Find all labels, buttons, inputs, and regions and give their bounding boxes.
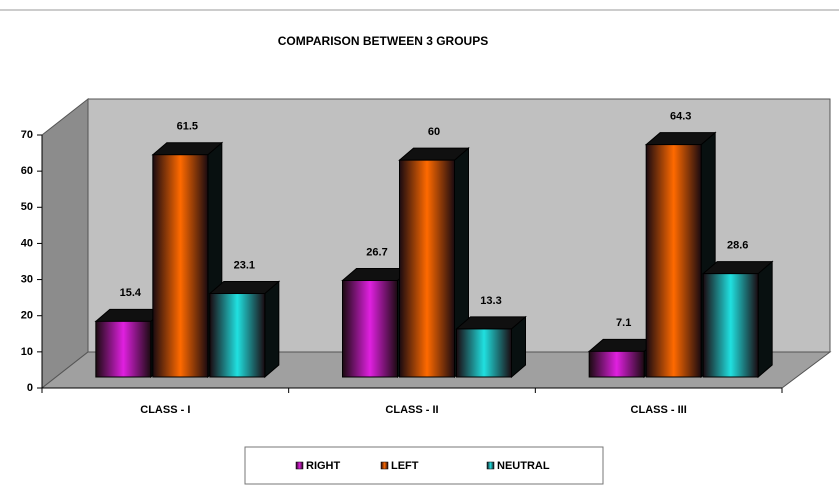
data-label: 64.3: [670, 111, 691, 123]
legend-box: [244, 446, 604, 485]
bar: [208, 280, 281, 379]
data-label: 26.7: [366, 246, 387, 258]
y-tick-label: 0: [27, 382, 33, 394]
legend-swatch: [295, 461, 304, 470]
x-tick-label: CLASS - I: [140, 404, 190, 416]
data-label: 13.3: [480, 295, 501, 307]
y-tick-label: 20: [21, 310, 33, 322]
bar: [398, 147, 470, 379]
data-label: 23.1: [234, 259, 255, 271]
data-label: 15.4: [120, 287, 142, 299]
y-tick-label: 60: [21, 165, 33, 177]
y-tick-label: 30: [21, 273, 33, 285]
bar-front: [399, 159, 455, 378]
y-tick-label: 70: [21, 129, 33, 141]
data-label: 61.5: [177, 121, 198, 133]
y-tick-label: 40: [21, 237, 33, 249]
x-tick-label: CLASS - III: [631, 404, 687, 416]
bar-front: [588, 350, 645, 378]
bar-front: [342, 279, 398, 378]
data-label: 28.6: [727, 240, 748, 252]
legend-swatch: [486, 461, 495, 470]
chart-title: COMPARISON BETWEEN 3 GROUPS: [278, 34, 488, 48]
x-tick-label: CLASS - II: [385, 404, 438, 416]
y-tick-label: 50: [21, 201, 33, 213]
legend-label: NEUTRAL: [497, 460, 550, 472]
bar-front: [456, 328, 512, 378]
bar-side: [757, 260, 773, 379]
bar-front: [702, 273, 759, 378]
bar: [701, 260, 774, 379]
side-wall: [41, 97, 89, 390]
bar-front: [152, 154, 209, 378]
bar-front: [209, 293, 266, 378]
bar: [455, 315, 527, 379]
bar-side: [264, 280, 280, 379]
legend-label: RIGHT: [306, 460, 341, 472]
bar: [644, 131, 717, 379]
y-tick-label: 10: [21, 346, 33, 358]
bar: [151, 141, 224, 379]
legend-swatch: [380, 461, 389, 470]
data-label: 60: [428, 126, 440, 138]
bar-front: [95, 320, 152, 378]
data-label: 7.1: [616, 317, 631, 329]
bar-front: [645, 144, 702, 378]
legend-label: LEFT: [391, 460, 419, 472]
